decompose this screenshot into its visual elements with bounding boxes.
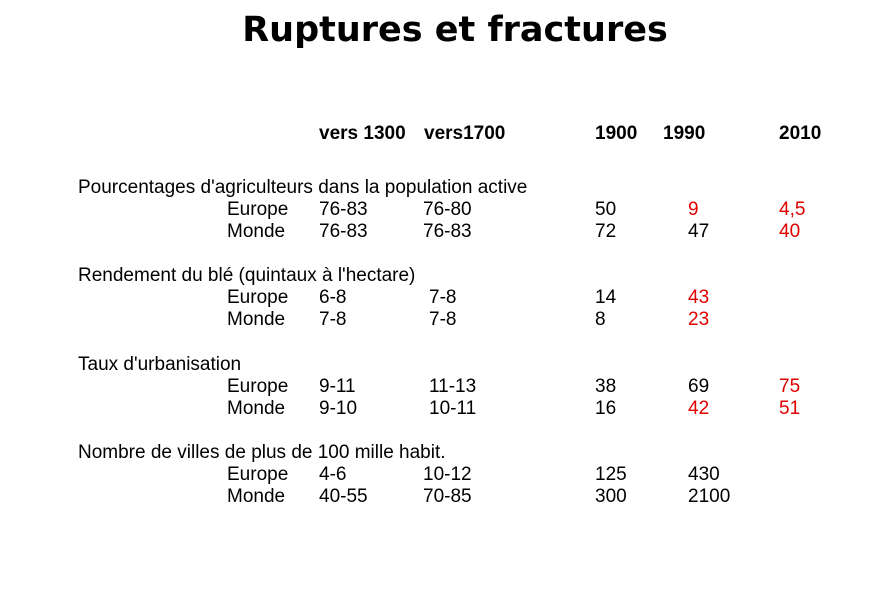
table-cell: 51 — [779, 398, 801, 419]
table-cell: 76-83 — [423, 221, 472, 242]
section-label: Nombre de villes de plus de 100 mille ha… — [78, 442, 446, 463]
table-cell: 4,5 — [779, 199, 806, 220]
table-cell: 10-12 — [423, 464, 472, 485]
table-cell: 7-8 — [319, 309, 347, 330]
page-title: Ruptures et fractures — [242, 10, 668, 50]
column-header-vers-1700: vers1700 — [424, 123, 506, 144]
table-cell: 42 — [688, 398, 710, 419]
table-cell: 72 — [595, 221, 617, 242]
table-row: Europe 6-8 7-8 14 43 — [0, 287, 881, 309]
table-cell: 14 — [595, 287, 617, 308]
table-cell: 43 — [688, 287, 710, 308]
row-region-label: Monde — [227, 221, 286, 242]
table-cell: 40-55 — [319, 486, 368, 507]
row-region-label: Monde — [227, 398, 286, 419]
table-row: Europe 9-11 11-13 38 69 75 — [0, 376, 881, 398]
table-cell: 47 — [688, 221, 710, 242]
table-cell: 430 — [688, 464, 720, 485]
row-region-label: Europe — [227, 199, 289, 220]
table-cell: 76-83 — [319, 221, 368, 242]
table-cell: 40 — [779, 221, 801, 242]
table-row: Monde 9-10 10-11 16 42 51 — [0, 398, 881, 420]
table-cell: 38 — [595, 376, 617, 397]
row-region-label: Europe — [227, 376, 289, 397]
table-cell: 69 — [688, 376, 710, 397]
table-row: Monde 76-83 76-83 72 47 40 — [0, 221, 881, 243]
row-region-label: Monde — [227, 309, 286, 330]
table-cell: 70-85 — [423, 486, 472, 507]
table-cell: 75 — [779, 376, 801, 397]
table-cell: 7-8 — [429, 309, 457, 330]
column-header-1900: 1900 — [595, 123, 638, 144]
row-region-label: Europe — [227, 464, 289, 485]
table-row: Monde 40-55 70-85 300 2100 — [0, 486, 881, 508]
table-cell: 2100 — [688, 486, 731, 507]
table-cell: 76-83 — [319, 199, 368, 220]
section-label: Pourcentages d'agriculteurs dans la popu… — [78, 177, 528, 198]
row-region-label: Europe — [227, 287, 289, 308]
column-header-1990: 1990 — [663, 123, 706, 144]
table-cell: 11-13 — [429, 376, 477, 397]
table-cell: 6-8 — [319, 287, 347, 308]
column-header-2010: 2010 — [779, 123, 822, 144]
table-cell: 300 — [595, 486, 627, 507]
table-row: Monde 7-8 7-8 8 23 — [0, 309, 881, 331]
table-cell: 7-8 — [429, 287, 457, 308]
table-cell: 8 — [595, 309, 606, 330]
table-cell: 125 — [595, 464, 627, 485]
table-cell: 23 — [688, 309, 710, 330]
table-cell: 50 — [595, 199, 617, 220]
table-cell: 10-11 — [429, 398, 477, 419]
table-row: Europe 4-6 10-12 125 430 — [0, 464, 881, 486]
table-cell: 16 — [595, 398, 617, 419]
section-label: Rendement du blé (quintaux à l'hectare) — [78, 265, 416, 286]
row-region-label: Monde — [227, 486, 286, 507]
table-cell: 9-10 — [319, 398, 358, 419]
table-cell: 76-80 — [423, 199, 472, 220]
section-label: Taux d'urbanisation — [78, 354, 242, 375]
table-cell: 4-6 — [319, 464, 347, 485]
table-cell: 9-11 — [319, 376, 356, 397]
column-header-vers-1300: vers 1300 — [319, 123, 406, 144]
table-row: Europe 76-83 76-80 50 9 4,5 — [0, 199, 881, 221]
table-cell: 9 — [688, 199, 699, 220]
